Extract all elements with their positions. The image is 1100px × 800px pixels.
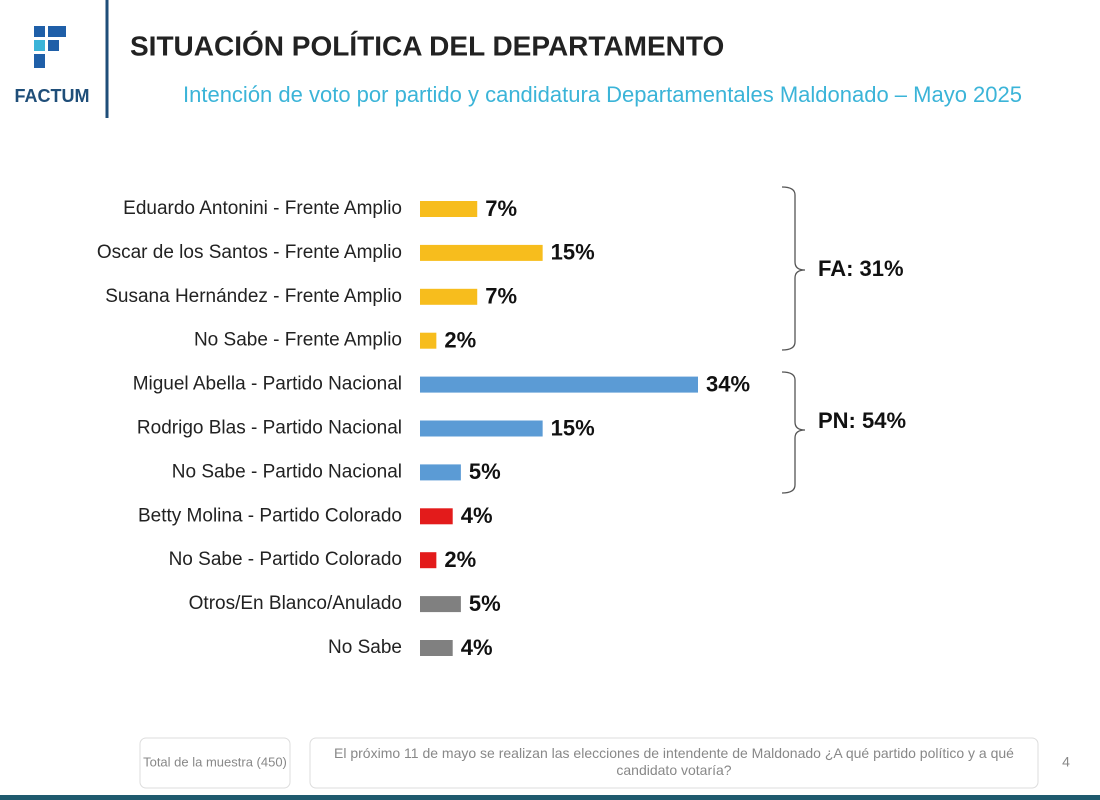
category-label: No Sabe <box>328 637 402 658</box>
category-label: No Sabe - Partido Colorado <box>169 549 402 570</box>
value-label: 2% <box>444 328 476 353</box>
logo-square <box>48 26 66 37</box>
value-label: 5% <box>469 591 501 616</box>
value-label: 15% <box>551 415 595 440</box>
bar <box>420 288 478 305</box>
category-label: Susana Hernández - Frente Amplio <box>105 286 402 307</box>
chart-title: SITUACIÓN POLÍTICA DEL DEPARTAMENTO <box>130 30 724 61</box>
annotation: FA: 31% <box>818 256 904 281</box>
bar <box>420 420 543 437</box>
footer-box <box>139 737 291 789</box>
category-label: Oscar de los Santos - Frente Amplio <box>97 242 402 263</box>
value-label: 7% <box>485 284 517 309</box>
footer-question-box: El próximo 11 de mayo se realizan las el… <box>334 745 1014 778</box>
logo: FACTUM <box>15 26 90 106</box>
value-label: 7% <box>485 196 517 221</box>
category-label: No Sabe - Partido Nacional <box>172 461 402 482</box>
bar <box>420 596 461 613</box>
bar <box>420 640 453 656</box>
chart-subtitle: Intención de voto por partido y candidat… <box>183 82 1022 107</box>
footer-box <box>309 737 1039 789</box>
value-label: 5% <box>469 459 501 484</box>
logo-text: FACTUM <box>15 86 90 106</box>
category-label: No Sabe - Frente Amplio <box>194 330 402 351</box>
brackets <box>781 186 806 494</box>
bar <box>420 464 461 481</box>
logo-square <box>34 40 45 51</box>
bar <box>420 201 478 217</box>
bar <box>420 508 453 525</box>
value-label: 4% <box>461 503 493 528</box>
value-label: 15% <box>551 240 595 265</box>
bracket <box>781 186 806 351</box>
bottom-band <box>0 795 1100 800</box>
bar <box>420 244 543 261</box>
category-label: Betty Molina - Partido Colorado <box>138 505 402 526</box>
logo-square <box>34 26 45 37</box>
category-label: Miguel Abella - Partido Nacional <box>133 374 402 395</box>
value-label: 2% <box>444 547 476 572</box>
bar <box>420 376 698 393</box>
page-number: 4 <box>1062 754 1070 770</box>
bracket <box>781 371 806 494</box>
category-label: Eduardo Antonini - Frente Amplio <box>123 198 402 219</box>
annotation: PN: 54% <box>818 408 906 433</box>
category-label: Rodrigo Blas - Partido Nacional <box>137 418 402 439</box>
bar <box>420 552 437 569</box>
value-label: 4% <box>461 635 493 660</box>
bar <box>420 332 437 349</box>
footer-sample: Total de la muestra (450) <box>143 754 287 769</box>
footer-question: El próximo 11 de mayo se realizan las el… <box>334 745 1014 778</box>
category-label: Otros/En Blanco/Anulado <box>189 593 402 614</box>
logo-square <box>34 54 45 68</box>
logo-square <box>48 40 59 51</box>
value-label: 34% <box>706 371 750 396</box>
